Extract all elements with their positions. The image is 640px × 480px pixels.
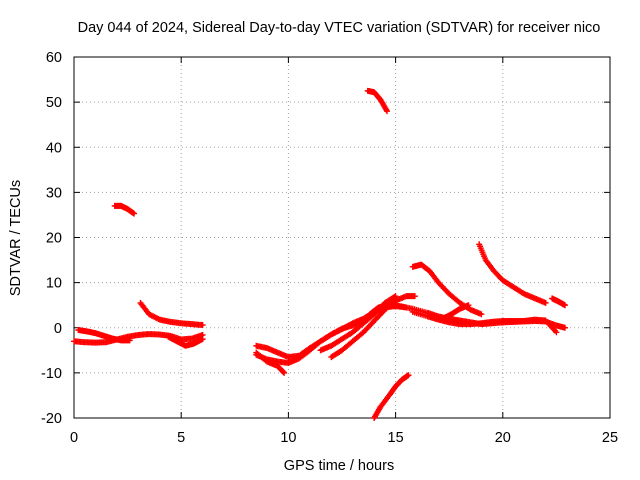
series-arc-mid-c: [253, 349, 288, 376]
x-axis-label: GPS time / hours: [284, 458, 394, 474]
y-axis-label: SDTVAR / TECUs: [8, 180, 24, 296]
chart-title: Day 044 of 2024, Sidereal Day-to-day VTE…: [78, 20, 601, 36]
data-point: [199, 336, 206, 343]
series-arc-early-e: [111, 202, 138, 217]
data-point: [478, 311, 485, 318]
x-tick-label: 5: [177, 430, 185, 446]
series-arc-low: [371, 372, 412, 421]
y-tick-label: 20: [46, 231, 62, 247]
data-point: [561, 324, 568, 331]
data-point: [126, 337, 133, 344]
data-point: [553, 329, 560, 336]
data-point: [131, 210, 138, 217]
data-point: [199, 322, 206, 329]
series-arc-high: [364, 87, 391, 115]
x-tick-label: 15: [388, 430, 404, 446]
x-tick-label: 0: [70, 430, 78, 446]
y-tick-label: -10: [41, 366, 62, 382]
y-tick-label: 10: [46, 276, 62, 292]
data-point: [384, 108, 391, 115]
series-arc-late-c: [409, 261, 485, 318]
data-point: [411, 293, 418, 300]
data-point: [542, 299, 549, 306]
y-tick-label: 50: [46, 95, 62, 111]
data-point: [465, 302, 472, 309]
y-tick-label: -20: [41, 411, 62, 427]
y-tick-label: 30: [46, 185, 62, 201]
data-points: [71, 87, 568, 421]
series-arc-early-c: [165, 333, 206, 349]
x-tick-label: 10: [280, 430, 296, 446]
data-point: [280, 369, 287, 376]
data-point: [281, 369, 288, 376]
x-tick-labels: 0 5 10 15 20 25: [70, 430, 618, 446]
y-tick-label: 40: [46, 140, 62, 156]
x-tick-label: 20: [495, 430, 511, 446]
series-arc-late-f: [549, 295, 568, 309]
series-arc-late-e: [476, 241, 549, 306]
data-point: [561, 302, 568, 309]
y-tick-label: 60: [46, 50, 62, 66]
x-tick-label: 25: [602, 430, 618, 446]
series-arc-early-b: [75, 327, 133, 344]
y-tick-labels: -20 -10 0 10 20 30 40 50 60: [41, 50, 62, 427]
series-arc-early-d: [137, 299, 206, 329]
y-tick-label: 0: [54, 321, 62, 337]
series-arc-late-d: [439, 302, 472, 322]
data-point: [405, 372, 412, 379]
